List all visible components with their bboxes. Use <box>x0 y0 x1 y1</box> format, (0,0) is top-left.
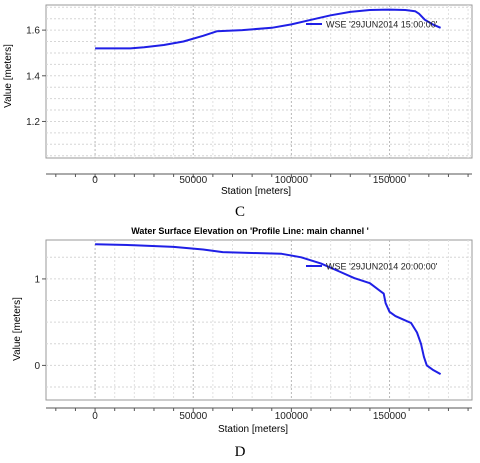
chart-c-series-line <box>95 8 441 50</box>
chart-d-y-tick-label: 1 <box>34 274 40 285</box>
chart-d-y-axis-label: Value [meters] <box>12 297 23 361</box>
chart-d-series-line <box>95 243 442 375</box>
chart-d-legend-label: WSE '29JUN2014 20:00:00' <box>326 262 438 272</box>
chart-c-x-axis-label: Station [meters] <box>221 186 291 197</box>
chart-c-x-tick-label: 150000 <box>373 175 407 186</box>
chart-d-x-tick-label: 50000 <box>179 411 207 422</box>
chart-d-y-tick-label: 0 <box>34 361 40 372</box>
chart-c-x-tick-label: 100000 <box>275 175 309 186</box>
chart-c-x-tick-label: 50000 <box>179 175 207 186</box>
chart-c-y-tick-label: 1.4 <box>26 71 40 82</box>
chart-c-x-tick-label: 0 <box>92 175 98 186</box>
chart-d-x-tick-label: 150000 <box>373 411 407 422</box>
chart-d-title: Water Surface Elevation on 'Profile Line… <box>131 226 369 236</box>
chart-d-x-tick-label: 0 <box>92 411 98 422</box>
chart-d-plot-frame <box>45 239 473 401</box>
chart-d: Water Surface Elevation on 'Profile Line… <box>12 226 473 460</box>
chart-d-grid <box>46 240 472 400</box>
chart-d-x-tick-label: 100000 <box>275 411 309 422</box>
chart-c-panel-label: C <box>235 204 245 220</box>
chart-c-y-tick-label: 1.6 <box>26 26 40 37</box>
chart-c-y-axis-label: Value [meters] <box>3 44 14 108</box>
chart-d-panel-label: D <box>235 444 246 460</box>
chart-d-x-axis-label: Station [meters] <box>218 424 288 435</box>
chart-c-legend-label: WSE '29JUN2014 15:00:00' <box>326 20 438 30</box>
chart-c-grid <box>46 5 472 158</box>
chart-c: Value [meters] Station [meters] C 0 50000… <box>3 4 473 220</box>
chart-c-y-tick-label: 1.2 <box>26 117 40 128</box>
